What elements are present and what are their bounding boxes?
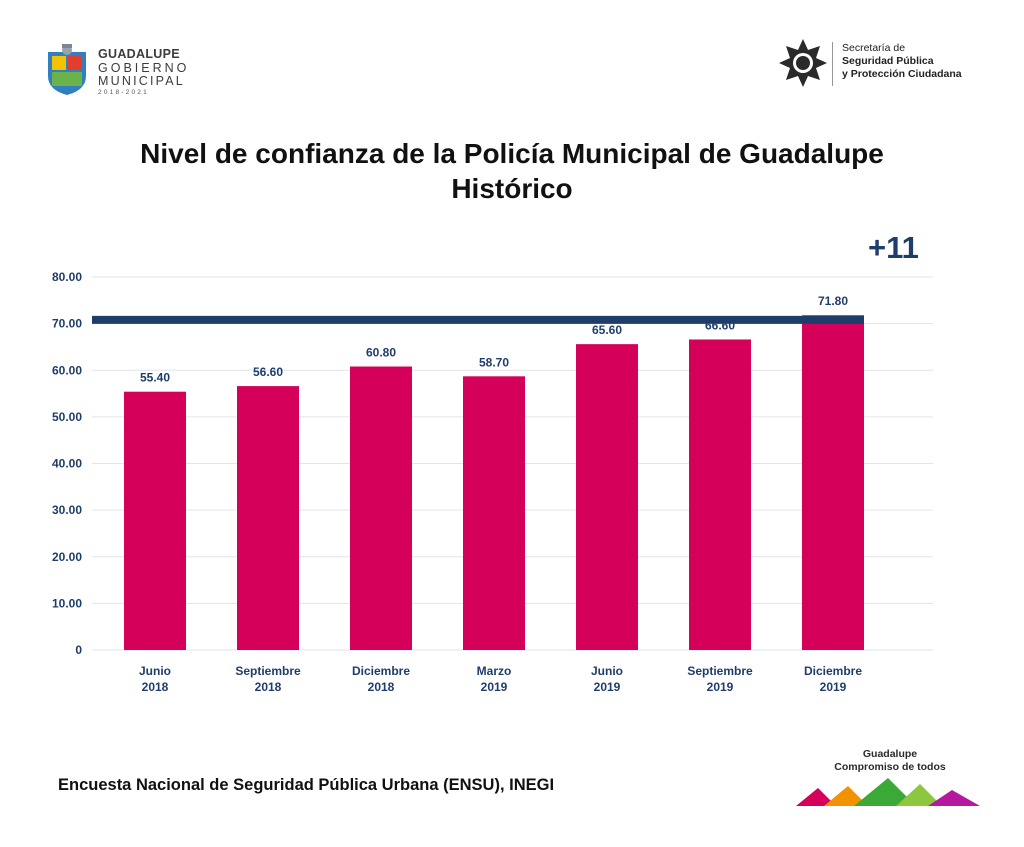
x-tick-label: Junio [139,664,171,678]
x-tick-label: Diciembre [352,664,410,678]
y-tick-label: 10.00 [52,596,82,610]
data-label: 60.80 [366,346,396,360]
chart-title-line2: Histórico [451,173,573,204]
y-tick-label: 50.00 [52,410,82,424]
logo-divider [832,42,833,86]
x-tick-label: 2018 [142,680,169,694]
y-tick-label: 0 [75,643,82,657]
logo-municipal: MUNICIPAL [98,74,185,88]
bar [124,391,186,650]
x-tick-label: 2019 [820,680,847,694]
chart-title: Nivel de confianza de la Policía Municip… [0,136,1024,206]
x-tick-label: Marzo [477,664,512,678]
data-label: 65.60 [592,323,622,337]
municipal-crest-icon [48,44,86,95]
y-tick-label: 80.00 [52,270,82,284]
bar [463,376,525,650]
proteccion-line: y Protección Ciudadana [842,68,962,80]
x-tick-label: 2019 [594,680,621,694]
bar [237,386,299,650]
y-tick-label: 40.00 [52,457,82,471]
footer-logo-line1: Guadalupe [862,748,918,760]
secretaria-line: Secretaría de [842,42,906,54]
labels-layer: 0 10.00 20.00 30.00 40.00 50.00 60.00 70.00 80.0… [52,270,862,694]
x-tick-label: 2019 [481,680,508,694]
footer-logo-line2: Compromiso de todos [834,761,946,773]
data-label: 66.60 [705,318,735,332]
data-label: 56.60 [253,365,283,379]
x-tick-label: 2018 [255,680,282,694]
y-tick-label: 20.00 [52,550,82,564]
mountain-peaks-icon [796,778,980,806]
data-label: 58.70 [479,355,509,369]
change-annotation: +11 [868,230,919,265]
seguridad-line: Seguridad Pública [842,55,934,67]
police-star-badge-icon [779,39,827,87]
bars-layer [124,315,864,650]
compromiso-logo: Guadalupe Compromiso de todos [790,746,990,810]
seguridad-publica-logo: Secretaría de Seguridad Pública y Protec… [778,36,998,92]
logo-years: 2018-2021 [98,89,149,96]
bar [802,315,864,650]
bar [350,366,412,650]
y-tick-label: 30.00 [52,503,82,517]
logo-gobierno: GOBIERNO [98,61,190,75]
x-tick-label: Septiembre [687,664,753,678]
chart-title-line1: Nivel de confianza de la Policía Municip… [140,138,884,169]
logo-name: GUADALUPE [98,47,180,61]
x-tick-label: Septiembre [235,664,301,678]
data-label: 71.80 [818,294,848,308]
source-note: Encuesta Nacional de Seguridad Pública U… [58,776,555,794]
data-label: 55.40 [140,371,170,385]
y-tick-label: 60.00 [52,363,82,377]
x-tick-label: 2019 [707,680,734,694]
bar [689,339,751,650]
x-tick-label: Junio [591,664,623,678]
bar [576,344,638,650]
x-tick-label: 2018 [368,680,395,694]
y-tick-label: 70.00 [52,317,82,331]
x-tick-label: Diciembre [804,664,862,678]
guadalupe-gobierno-logo: GUADALUPE GOBIERNO MUNICIPAL 2018-2021 [40,28,200,100]
